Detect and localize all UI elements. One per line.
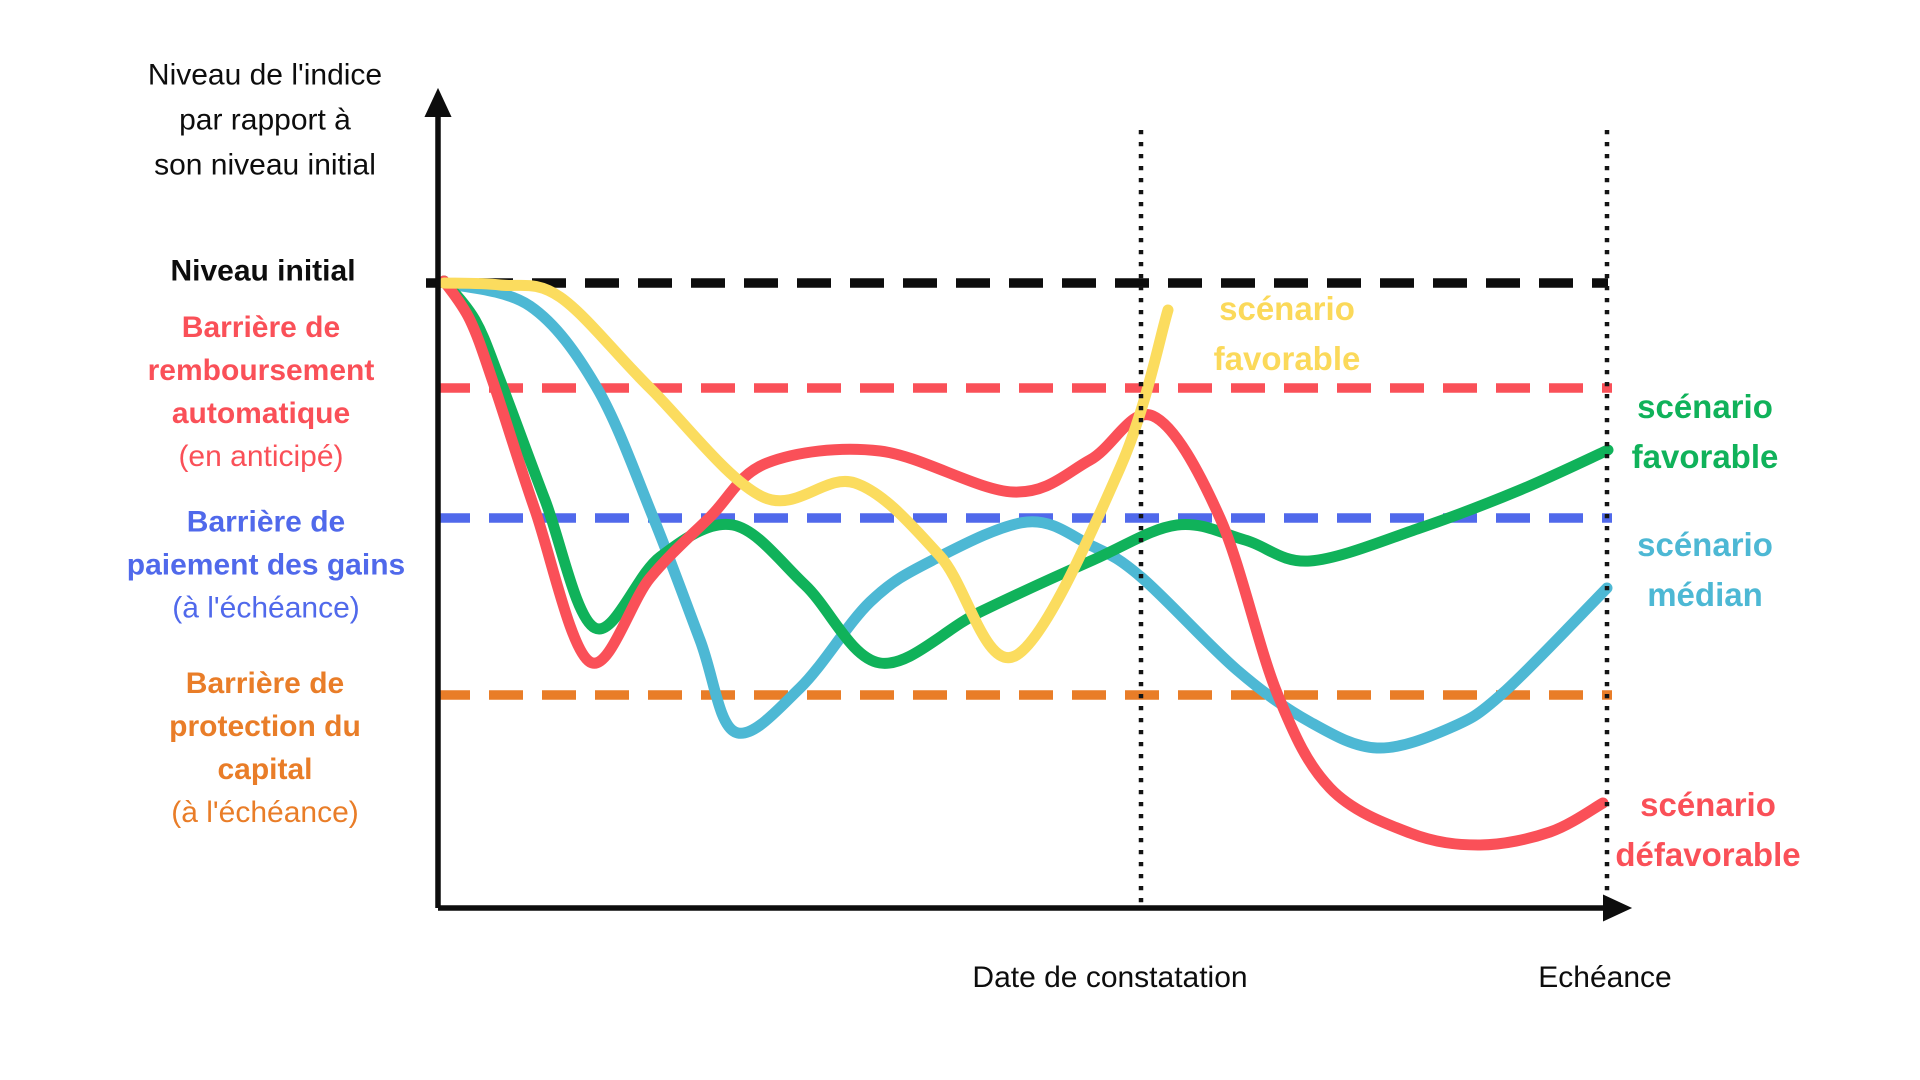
label-line: Barrière de xyxy=(186,505,346,539)
curve-scenario-favorable-echeance xyxy=(438,275,1614,669)
y-axis-title: Niveau de l'indice par rapport à son niv… xyxy=(148,53,382,188)
label-barriere-remboursement: Barrière de remboursement automatique (e… xyxy=(148,306,375,478)
axes-group xyxy=(424,87,1633,922)
label-niveau-initial: Niveau initial xyxy=(170,250,355,293)
y-axis-title-line: Niveau de l'indice xyxy=(147,58,383,92)
event-lines-group xyxy=(1138,130,1610,906)
legend-line: scénario xyxy=(1219,290,1355,327)
scenario-curves-group xyxy=(438,275,1614,851)
x-axis-label-constatation: Date de constatation xyxy=(972,961,1248,994)
curve-scenario-favorable-anticipe xyxy=(438,277,1174,664)
label-line: Niveau initial xyxy=(170,254,356,288)
label-note: (en anticipé) xyxy=(178,440,344,473)
curve-scenario-median xyxy=(438,277,1613,754)
label-note: (à l'échéance) xyxy=(171,796,359,829)
legend-line: scénario xyxy=(1637,526,1773,563)
legend-line: favorable xyxy=(1631,438,1779,475)
legend-scenario-favorable-anticipe: scénario favorable xyxy=(1214,284,1361,384)
label-barriere-paiement-gains: Barrière de paiement des gains (à l'éché… xyxy=(127,501,405,630)
label-barriere-protection-capital: Barrière de protection du capital (à l'é… xyxy=(169,662,361,834)
legend-scenario-median: scénario médian xyxy=(1637,520,1773,620)
label-note: (à l'échéance) xyxy=(172,591,360,625)
label-line: Barrière de xyxy=(185,667,345,700)
legend-line: médian xyxy=(1647,576,1763,613)
legend-line: scénario xyxy=(1637,388,1773,425)
label-line: protection du xyxy=(169,710,361,743)
label-line: paiement des gains xyxy=(126,548,406,582)
label-line: automatique xyxy=(171,397,351,430)
y-axis-title-line: par rapport à xyxy=(179,103,351,137)
legend-line: scénario xyxy=(1640,786,1776,823)
legend-line: défavorable xyxy=(1615,836,1801,873)
y-axis-title-line: son niveau initial xyxy=(154,148,376,182)
label-line: remboursement xyxy=(147,354,375,387)
legend-scenario-defavorable: scénario défavorable xyxy=(1615,780,1800,880)
label-line: capital xyxy=(217,753,313,786)
curve-scenario-defavorable xyxy=(438,275,1609,851)
legend-line: favorable xyxy=(1213,340,1361,377)
x-axis-label-echeance: Echéance xyxy=(1538,961,1672,994)
label-line: Barrière de xyxy=(181,311,341,344)
legend-scenario-favorable: scénario favorable xyxy=(1632,382,1779,482)
